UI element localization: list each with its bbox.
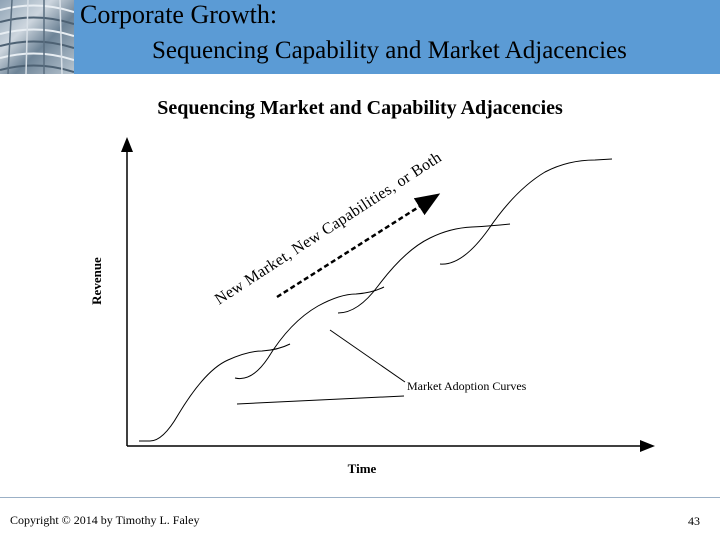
callout-label: Market Adoption Curves bbox=[407, 379, 527, 393]
adoption-curve-4 bbox=[439, 158, 613, 265]
adoption-curve-1 bbox=[139, 343, 291, 442]
building-photo-icon bbox=[0, 0, 74, 74]
callout-line-lower bbox=[236, 395, 405, 405]
y-axis-label: Revenue bbox=[89, 257, 104, 305]
callout-line-upper bbox=[329, 329, 406, 383]
footer-divider bbox=[0, 497, 720, 498]
diagram-title: Sequencing Market and Capability Adjacen… bbox=[157, 97, 563, 119]
diagonal-label: New Market, New Capabilities, or Both bbox=[212, 149, 445, 308]
copyright-text: Copyright © 2014 by Timothy L. Faley bbox=[10, 513, 200, 527]
page-number: 43 bbox=[688, 514, 700, 528]
sequencing-arrow bbox=[276, 193, 441, 299]
header-bar bbox=[0, 0, 720, 74]
x-axis-label: Time bbox=[348, 461, 377, 476]
slide-subtitle: Sequencing Capability and Market Adjacen… bbox=[152, 37, 627, 64]
adoption-curve-2 bbox=[234, 286, 385, 380]
slide-title: Corporate Growth: bbox=[80, 0, 278, 29]
adoption-curve-3 bbox=[337, 223, 511, 314]
